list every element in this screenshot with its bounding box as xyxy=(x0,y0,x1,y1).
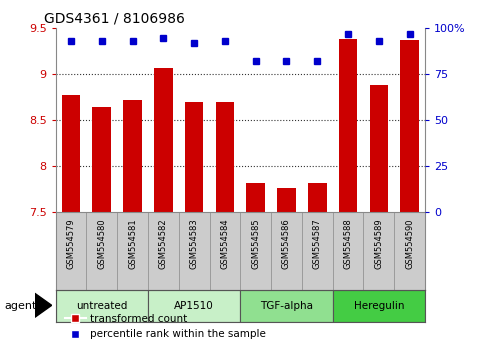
Bar xyxy=(185,102,203,212)
Text: untreated: untreated xyxy=(76,301,128,311)
Bar xyxy=(148,290,241,322)
Text: GSM554579: GSM554579 xyxy=(67,219,75,269)
Text: TGF-alpha: TGF-alpha xyxy=(260,301,313,311)
Text: GSM554590: GSM554590 xyxy=(405,219,414,269)
Bar xyxy=(339,39,357,212)
Bar xyxy=(369,85,388,212)
Bar xyxy=(308,183,327,212)
Bar xyxy=(154,68,172,212)
Text: GSM554582: GSM554582 xyxy=(159,219,168,269)
Bar xyxy=(400,40,419,212)
Bar xyxy=(246,183,265,212)
Bar xyxy=(333,290,425,322)
Text: GSM554583: GSM554583 xyxy=(190,219,199,269)
Bar xyxy=(92,107,111,212)
Text: GSM554581: GSM554581 xyxy=(128,219,137,269)
Text: GSM554585: GSM554585 xyxy=(251,219,260,269)
Bar xyxy=(62,95,80,212)
Text: GSM554589: GSM554589 xyxy=(374,219,384,269)
Text: AP1510: AP1510 xyxy=(174,301,214,311)
Legend: transformed count, percentile rank within the sample: transformed count, percentile rank withi… xyxy=(61,310,270,343)
Text: GSM554584: GSM554584 xyxy=(220,219,229,269)
Bar xyxy=(215,102,234,212)
Text: Heregulin: Heregulin xyxy=(354,301,404,311)
Bar xyxy=(56,290,148,322)
Text: GSM554588: GSM554588 xyxy=(343,219,353,269)
Text: GSM554586: GSM554586 xyxy=(282,219,291,269)
Bar xyxy=(277,188,296,212)
Text: GSM554580: GSM554580 xyxy=(97,219,106,269)
Bar xyxy=(240,290,333,322)
Bar xyxy=(123,100,142,212)
Text: agent: agent xyxy=(5,301,37,311)
Polygon shape xyxy=(35,293,52,317)
Text: GSM554587: GSM554587 xyxy=(313,219,322,269)
Text: GDS4361 / 8106986: GDS4361 / 8106986 xyxy=(44,12,185,26)
